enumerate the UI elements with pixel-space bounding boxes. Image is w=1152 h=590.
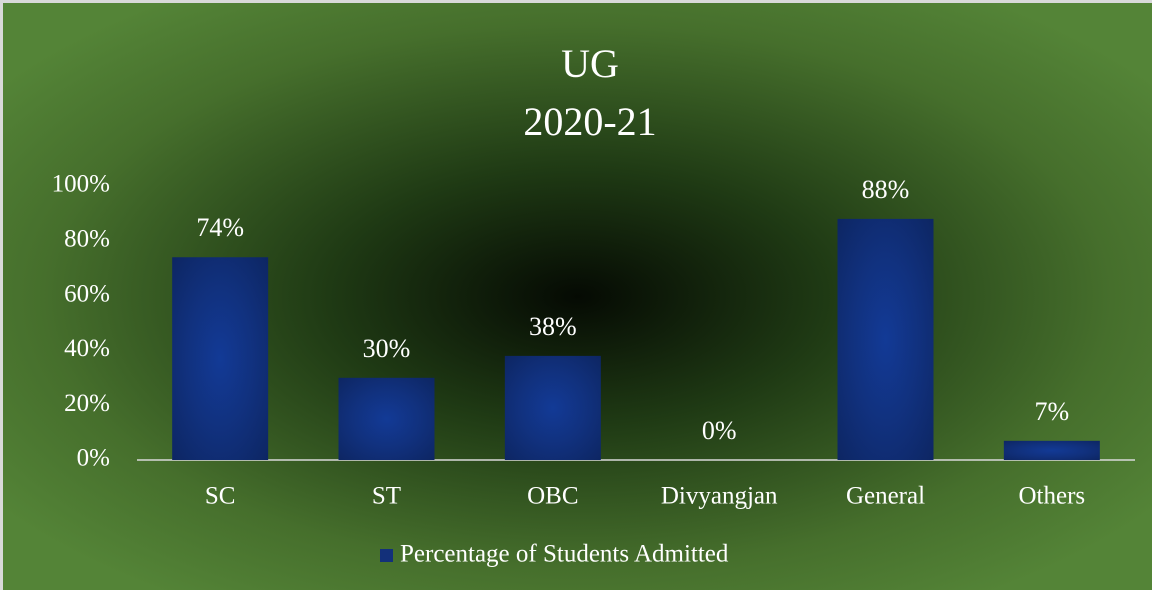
x-tick-label: ST (372, 483, 401, 510)
y-tick-label: 60% (64, 280, 110, 307)
x-tick-label: SC (205, 483, 236, 510)
chart-title: UG (561, 41, 619, 86)
chart-subtitle: 2020-21 (523, 99, 656, 144)
data-label: 30% (363, 334, 411, 363)
y-tick-label: 100% (52, 171, 110, 198)
x-tick-label: Others (1019, 483, 1086, 510)
data-label: 38% (529, 312, 577, 341)
y-tick-label: 40% (64, 335, 110, 362)
data-label: 74% (196, 213, 244, 242)
y-tick-label: 20% (64, 390, 110, 417)
bar (1003, 440, 1100, 460)
x-tick-label: Divyangjan (661, 483, 778, 510)
bar (504, 355, 601, 460)
y-tick-label: 0% (77, 445, 110, 472)
legend-label: Percentage of Students Admitted (400, 541, 729, 568)
legend-swatch (380, 549, 393, 562)
x-tick-label: OBC (527, 483, 578, 510)
bar (837, 218, 934, 460)
x-tick-label: General (846, 483, 925, 510)
bar (338, 377, 435, 460)
data-label: 0% (702, 416, 737, 445)
bar (172, 257, 269, 460)
data-label: 88% (862, 175, 910, 204)
data-label: 7% (1034, 397, 1069, 426)
y-tick-label: 80% (64, 226, 110, 253)
